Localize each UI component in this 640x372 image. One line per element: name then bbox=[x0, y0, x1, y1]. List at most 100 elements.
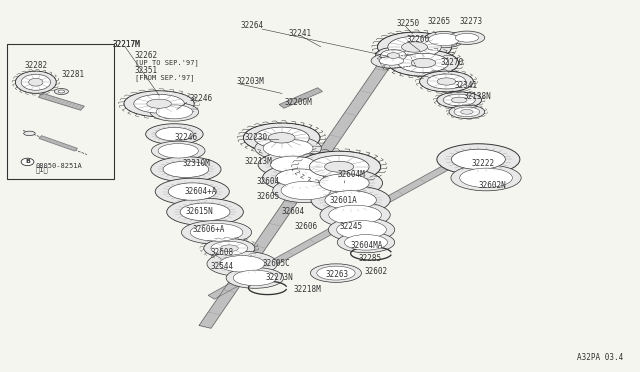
Polygon shape bbox=[199, 55, 396, 328]
Ellipse shape bbox=[180, 203, 230, 221]
Ellipse shape bbox=[319, 174, 369, 192]
Ellipse shape bbox=[388, 36, 441, 58]
Ellipse shape bbox=[234, 270, 276, 286]
Ellipse shape bbox=[437, 78, 456, 85]
Ellipse shape bbox=[451, 165, 521, 191]
Ellipse shape bbox=[344, 235, 388, 250]
Text: 32310M: 32310M bbox=[182, 159, 211, 168]
Ellipse shape bbox=[156, 105, 193, 119]
Ellipse shape bbox=[58, 90, 65, 93]
Ellipse shape bbox=[15, 71, 56, 93]
Ellipse shape bbox=[270, 156, 316, 173]
Text: 32602: 32602 bbox=[365, 267, 388, 276]
Text: 32246: 32246 bbox=[189, 94, 212, 103]
Text: 32351: 32351 bbox=[135, 66, 158, 75]
Ellipse shape bbox=[460, 168, 513, 187]
Ellipse shape bbox=[309, 155, 369, 178]
Text: 32604: 32604 bbox=[282, 207, 305, 216]
Text: 32138N: 32138N bbox=[464, 92, 492, 101]
Ellipse shape bbox=[411, 58, 436, 68]
Ellipse shape bbox=[167, 198, 243, 226]
Ellipse shape bbox=[381, 50, 406, 61]
Ellipse shape bbox=[427, 74, 466, 89]
Ellipse shape bbox=[376, 47, 412, 64]
Text: 08050-8251A: 08050-8251A bbox=[36, 163, 83, 169]
Ellipse shape bbox=[461, 109, 473, 114]
Ellipse shape bbox=[54, 89, 68, 94]
Text: A32PA 03.4: A32PA 03.4 bbox=[577, 353, 623, 362]
Ellipse shape bbox=[310, 264, 362, 282]
Ellipse shape bbox=[329, 205, 381, 225]
Ellipse shape bbox=[152, 141, 205, 160]
Ellipse shape bbox=[255, 136, 321, 160]
Ellipse shape bbox=[146, 124, 203, 144]
Text: 32260: 32260 bbox=[406, 35, 429, 44]
Ellipse shape bbox=[437, 144, 520, 175]
Ellipse shape bbox=[454, 107, 480, 117]
Ellipse shape bbox=[181, 221, 252, 244]
Ellipse shape bbox=[24, 131, 35, 136]
Ellipse shape bbox=[220, 256, 265, 272]
Text: 32230: 32230 bbox=[244, 132, 268, 142]
Ellipse shape bbox=[449, 105, 484, 119]
Text: [FROM SEP.'97]: [FROM SEP.'97] bbox=[135, 74, 195, 81]
Ellipse shape bbox=[273, 178, 339, 203]
Text: 32200M: 32200M bbox=[285, 98, 312, 107]
Ellipse shape bbox=[401, 42, 428, 52]
Text: 32285: 32285 bbox=[358, 254, 381, 263]
Ellipse shape bbox=[262, 164, 337, 192]
Ellipse shape bbox=[147, 99, 172, 108]
Text: 32217M: 32217M bbox=[113, 40, 140, 49]
Text: 32615N: 32615N bbox=[186, 208, 214, 217]
Polygon shape bbox=[280, 88, 323, 108]
Ellipse shape bbox=[451, 149, 506, 169]
Ellipse shape bbox=[387, 53, 400, 58]
Ellipse shape bbox=[317, 266, 355, 280]
Ellipse shape bbox=[455, 33, 479, 42]
Ellipse shape bbox=[424, 32, 465, 48]
Text: 32282: 32282 bbox=[25, 61, 48, 70]
Ellipse shape bbox=[429, 33, 460, 46]
Ellipse shape bbox=[325, 191, 376, 209]
Ellipse shape bbox=[226, 267, 284, 288]
Text: B: B bbox=[25, 160, 30, 164]
Ellipse shape bbox=[337, 232, 395, 253]
Ellipse shape bbox=[151, 157, 221, 182]
Ellipse shape bbox=[451, 97, 467, 103]
Text: 32265: 32265 bbox=[428, 17, 451, 26]
Ellipse shape bbox=[275, 169, 324, 187]
Ellipse shape bbox=[449, 31, 484, 44]
Text: 32218M: 32218M bbox=[293, 285, 321, 294]
Ellipse shape bbox=[311, 186, 390, 215]
Ellipse shape bbox=[254, 127, 309, 148]
Text: 32273: 32273 bbox=[460, 17, 483, 26]
Ellipse shape bbox=[204, 238, 255, 258]
Ellipse shape bbox=[398, 53, 449, 73]
Ellipse shape bbox=[263, 139, 313, 157]
Text: 32270: 32270 bbox=[440, 58, 463, 67]
Text: [UP TO SEP.'97]: [UP TO SEP.'97] bbox=[135, 60, 198, 66]
Ellipse shape bbox=[150, 103, 198, 121]
Text: 32262: 32262 bbox=[135, 51, 158, 60]
Ellipse shape bbox=[306, 169, 383, 197]
Ellipse shape bbox=[380, 56, 404, 65]
Polygon shape bbox=[38, 93, 84, 110]
Ellipse shape bbox=[158, 144, 198, 158]
Text: 32606+A: 32606+A bbox=[192, 225, 225, 234]
Ellipse shape bbox=[29, 78, 43, 86]
Ellipse shape bbox=[134, 94, 184, 113]
Circle shape bbox=[21, 158, 34, 166]
Text: （1）: （1） bbox=[36, 166, 49, 173]
Ellipse shape bbox=[443, 94, 476, 106]
Text: 32273N: 32273N bbox=[266, 273, 294, 282]
Ellipse shape bbox=[268, 133, 295, 143]
Ellipse shape bbox=[156, 178, 229, 205]
Text: 32222: 32222 bbox=[472, 158, 495, 167]
Ellipse shape bbox=[298, 151, 381, 182]
Polygon shape bbox=[209, 147, 483, 299]
Text: 32263: 32263 bbox=[325, 270, 348, 279]
Text: 32264: 32264 bbox=[240, 22, 263, 31]
Ellipse shape bbox=[328, 218, 395, 242]
Ellipse shape bbox=[320, 202, 390, 228]
Text: 32604M: 32604M bbox=[338, 170, 365, 179]
